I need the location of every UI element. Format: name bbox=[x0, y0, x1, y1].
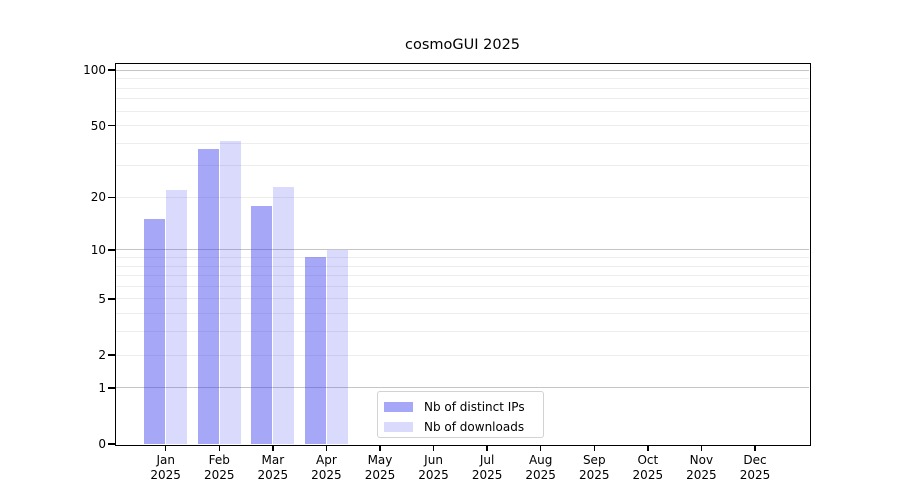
bar-nb-of-downloads-apr bbox=[326, 249, 348, 444]
y-gridline-minor-80 bbox=[116, 87, 809, 89]
y-gridline-minor-3 bbox=[116, 331, 809, 333]
bar-nb-of-distinct-ips-feb bbox=[197, 149, 219, 444]
y-tick-50 bbox=[107, 124, 115, 127]
y-gridline-minor-90 bbox=[116, 78, 809, 80]
chart-title: cosmoGUI 2025 bbox=[404, 37, 521, 53]
y-gridline-minor-40 bbox=[116, 142, 809, 144]
y-gridline-minor-50 bbox=[116, 125, 809, 127]
y-gridline-minor-8 bbox=[116, 265, 809, 267]
x-tick-label-dec: Dec 2025 bbox=[739, 452, 771, 482]
bar-nb-of-distinct-ips-apr bbox=[304, 257, 326, 444]
legend-item-downloads: Nb of downloads bbox=[384, 417, 543, 437]
y-gridline-major-1 bbox=[116, 387, 809, 389]
y-tick-label-5: 5 bbox=[98, 291, 106, 306]
y-tick-20 bbox=[107, 196, 115, 199]
y-tick-label-50: 50 bbox=[90, 118, 106, 133]
x-tick-label-oct: Oct 2025 bbox=[632, 452, 664, 482]
y-tick-label-0: 0 bbox=[98, 437, 106, 451]
bar-nb-of-downloads-feb bbox=[219, 141, 241, 444]
y-tick-label-1: 1 bbox=[98, 380, 106, 395]
y-tick-0 bbox=[107, 443, 115, 445]
x-tick-label-sep: Sep 2025 bbox=[578, 452, 610, 482]
x-tick-label-apr: Apr 2025 bbox=[311, 452, 342, 482]
x-tick-nov bbox=[700, 445, 703, 451]
legend-label-distinct-ips: Nb of distinct IPs bbox=[424, 399, 525, 414]
x-tick-label-jan: Jan 2025 bbox=[150, 452, 181, 482]
y-gridline-minor-9 bbox=[116, 256, 809, 258]
y-gridline-minor-4 bbox=[116, 313, 809, 315]
x-tick-label-nov: Nov 2025 bbox=[686, 452, 717, 482]
x-tick-label-aug: Aug 2025 bbox=[525, 452, 556, 482]
y-gridline-minor-7 bbox=[116, 275, 809, 277]
y-gridline-major-10 bbox=[116, 249, 809, 251]
y-gridline-minor-20 bbox=[116, 196, 809, 198]
y-tick-label-10: 10 bbox=[90, 242, 106, 257]
x-tick-oct bbox=[647, 445, 649, 451]
bar-nb-of-distinct-ips-jan bbox=[144, 219, 166, 444]
legend-label-downloads: Nb of downloads bbox=[424, 419, 525, 434]
bar-nb-of-downloads-jan bbox=[166, 190, 188, 444]
y-gridline-minor-5 bbox=[116, 298, 809, 300]
y-gridline-minor-2 bbox=[116, 354, 809, 356]
y-tick-label-100: 100 bbox=[83, 63, 106, 78]
x-tick-feb bbox=[218, 445, 221, 451]
x-tick-jul bbox=[486, 445, 488, 451]
y-gridline-major-100 bbox=[116, 69, 809, 71]
x-tick-aug bbox=[539, 445, 542, 451]
x-tick-dec bbox=[754, 445, 756, 451]
x-tick-jun bbox=[432, 445, 435, 451]
y-gridline-minor-6 bbox=[116, 285, 809, 287]
x-tick-label-jun: Jun 2025 bbox=[418, 452, 449, 482]
bar-nb-of-distinct-ips-mar bbox=[251, 205, 273, 444]
x-tick-label-feb: Feb 2025 bbox=[203, 452, 235, 482]
y-gridline-minor-30 bbox=[116, 165, 809, 167]
x-tick-apr bbox=[325, 445, 328, 451]
x-tick-label-may: May 2025 bbox=[364, 452, 396, 482]
y-tick-1 bbox=[107, 387, 115, 389]
x-tick-sep bbox=[593, 445, 595, 451]
legend-swatch-downloads bbox=[384, 422, 413, 432]
x-tick-label-mar: Mar 2025 bbox=[257, 452, 289, 482]
x-tick-jan bbox=[164, 445, 167, 451]
legend-swatch-distinct-ips bbox=[384, 402, 413, 412]
y-gridline-minor-60 bbox=[116, 110, 809, 112]
x-tick-may bbox=[379, 445, 381, 451]
bar-nb-of-downloads-mar bbox=[273, 186, 295, 444]
x-tick-mar bbox=[272, 445, 274, 451]
y-tick-100 bbox=[107, 69, 115, 71]
y-tick-label-20: 20 bbox=[90, 190, 106, 205]
y-tick-10 bbox=[107, 249, 115, 251]
y-tick-5 bbox=[107, 298, 115, 300]
y-tick-2 bbox=[107, 354, 115, 356]
y-gridline-minor-70 bbox=[116, 98, 809, 100]
y-tick-label-2: 2 bbox=[98, 348, 106, 362]
legend: Nb of distinct IPs Nb of downloads bbox=[377, 391, 544, 438]
x-tick-label-jul: Jul 2025 bbox=[471, 452, 503, 482]
legend-item-distinct-ips: Nb of distinct IPs bbox=[384, 397, 543, 417]
